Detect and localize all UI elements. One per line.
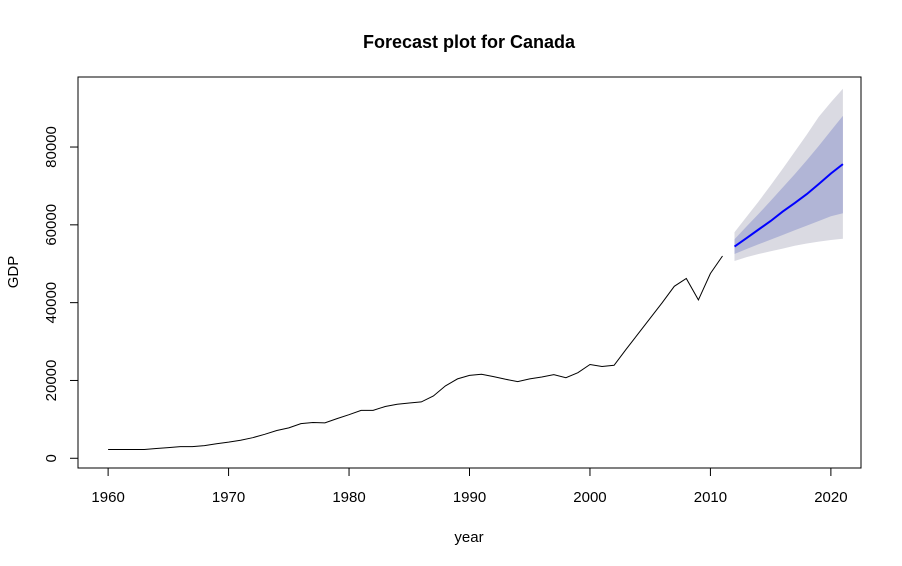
- x-tick-label: 1970: [212, 489, 245, 506]
- x-axis-label: year: [454, 529, 483, 546]
- x-tick-label: 1960: [91, 489, 124, 506]
- y-axis: 0 20000 40000 60000 80000: [43, 126, 79, 462]
- y-axis-label: GDP: [5, 256, 22, 289]
- prediction-band-80: [734, 115, 843, 255]
- history-line: [108, 255, 723, 450]
- x-axis: 1960 1970 1980 1990 2000 2010 2020: [91, 467, 848, 506]
- x-tick-label: 1980: [332, 489, 365, 506]
- x-tick-label: 1990: [453, 489, 486, 506]
- series-lines: [108, 163, 844, 450]
- x-tick-label: 2020: [814, 489, 847, 506]
- y-tick-label: 60000: [43, 204, 60, 246]
- chart-title: Forecast plot for Canada: [363, 32, 576, 52]
- y-tick-label: 80000: [43, 126, 60, 168]
- plot-frame: [77, 76, 862, 469]
- y-tick-label: 40000: [43, 282, 60, 324]
- band-80-area: [734, 115, 843, 255]
- y-tick-label: 0: [43, 454, 60, 462]
- x-tick-label: 2000: [573, 489, 606, 506]
- forecast-line: [733, 163, 844, 248]
- x-tick-label: 2010: [694, 489, 727, 506]
- y-tick-label: 20000: [43, 360, 60, 402]
